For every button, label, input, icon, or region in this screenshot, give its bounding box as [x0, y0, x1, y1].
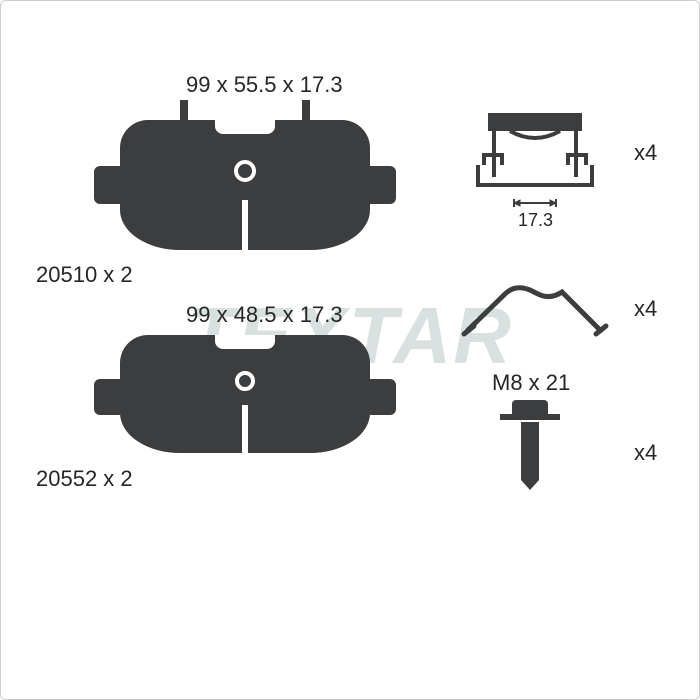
bolt-shaft-icon: [521, 422, 539, 480]
brake-pad-outer: [120, 120, 370, 250]
bolt: [500, 400, 536, 484]
retaining-clip: [470, 105, 600, 220]
bolt-tip-icon: [521, 480, 539, 490]
pad2-part-label: 20552 x 2: [36, 466, 133, 492]
pad-ear-left: [94, 379, 120, 415]
pad-ear-right: [370, 166, 396, 204]
pad-center-ring: [234, 160, 256, 182]
pad-pin-right: [302, 100, 310, 124]
pad2-dimensions: 99 x 48.5 x 17.3: [186, 302, 343, 328]
pad-top-notch: [215, 120, 275, 134]
pad-center-ring: [235, 371, 255, 391]
pad-bottom-slot: [242, 405, 248, 453]
spring-icon: [460, 280, 610, 340]
pad-top-notch: [215, 335, 275, 349]
bolt-qty: x4: [634, 440, 657, 466]
spring-wire: [460, 280, 610, 345]
pad-ear-left: [94, 166, 120, 204]
spring-qty: x4: [634, 296, 657, 322]
brake-pad-inner-body: [120, 335, 370, 453]
brake-pad-inner: [120, 335, 370, 453]
pad1-dimensions: 99 x 55.5 x 17.3: [186, 72, 343, 98]
pad-ear-right: [370, 379, 396, 415]
clip-qty: x4: [634, 140, 657, 166]
bolt-spec: M8 x 21: [492, 370, 570, 396]
clip-icon: [470, 105, 600, 215]
clip-width-dim: 17.3: [518, 210, 553, 231]
pad1-part-label: 20510 x 2: [36, 262, 133, 288]
pad-pin-left: [180, 100, 188, 124]
pad-bottom-slot: [242, 200, 248, 250]
brake-pad-outer-body: [120, 120, 370, 250]
bolt-head-icon: [512, 400, 548, 416]
